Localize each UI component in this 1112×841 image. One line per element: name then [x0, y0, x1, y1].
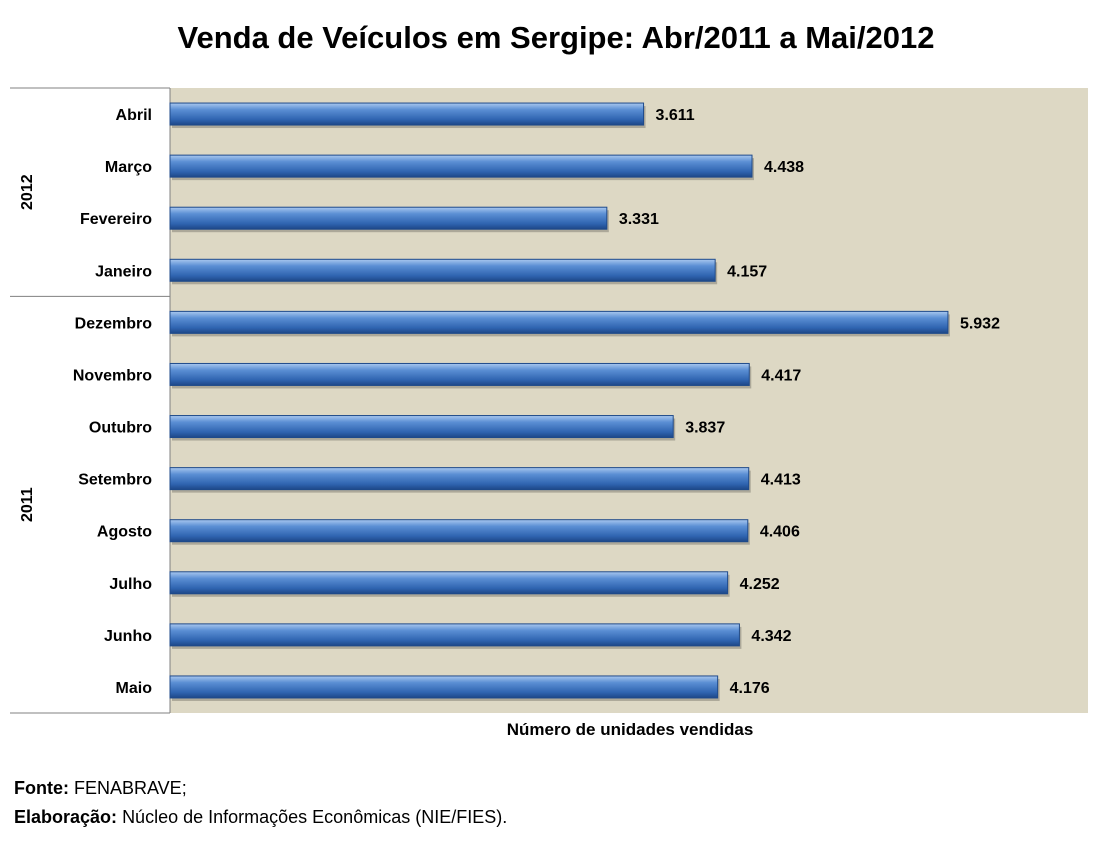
data-label: 4.438: [764, 159, 804, 176]
chart-title: Venda de Veículos em Sergipe: Abr/2011 a…: [177, 20, 935, 55]
data-label: 4.406: [760, 524, 800, 541]
category-label: Agosto: [97, 524, 152, 541]
category-label: Maio: [116, 680, 153, 697]
data-label: 3.331: [619, 211, 659, 228]
group-labels: 2012 2011: [19, 174, 36, 522]
bar: [169, 206, 608, 230]
bar: [169, 415, 674, 439]
bar: [169, 102, 645, 126]
group-label: 2012: [19, 174, 36, 210]
bar: [169, 310, 949, 334]
elaboration-value: Núcleo de Informações Econômicas (NIE/FI…: [122, 807, 508, 827]
bar: [169, 571, 729, 595]
data-label: 4.342: [751, 628, 791, 645]
data-label: 3.611: [656, 107, 695, 124]
bar: [169, 467, 750, 491]
data-label: 4.157: [727, 263, 767, 280]
group-label: 2011: [19, 487, 36, 522]
source-label: Fonte:: [14, 778, 69, 798]
category-label: Fevereiro: [80, 211, 152, 228]
bar: [169, 675, 719, 699]
bar: [169, 362, 750, 386]
category-label: Março: [105, 159, 152, 176]
category-label: Setembro: [78, 472, 152, 489]
bar: [169, 519, 749, 543]
category-label: Janeiro: [95, 263, 152, 280]
plot-area: [170, 88, 1088, 713]
value-labels: 3.611 4.438 3.331 4.157 5.932 4.417 3.837 4.413…: [619, 107, 1000, 697]
category-label: Abril: [116, 107, 152, 124]
bar: [169, 258, 716, 282]
data-label: 4.176: [730, 680, 770, 697]
bar: [169, 623, 740, 647]
footer: Fonte: FENABRAVE; Elaboração: Núcleo de …: [14, 774, 507, 832]
category-axis: [10, 87, 171, 714]
data-label: 5.932: [960, 315, 1000, 332]
x-axis-label: Número de unidades vendidas: [506, 720, 754, 739]
data-label: 3.837: [685, 420, 725, 437]
category-label: Outubro: [89, 420, 152, 437]
category-label: Junho: [104, 628, 152, 645]
category-label: Novembro: [73, 367, 152, 384]
data-label: 4.252: [740, 576, 780, 593]
data-label: 4.417: [761, 367, 801, 384]
category-labels: Abril Março Fevereiro Janeiro Dezembro Novemb…: [73, 107, 152, 697]
bar-series: [169, 102, 950, 701]
source-value: FENABRAVE;: [74, 778, 187, 798]
category-label: Julho: [109, 576, 152, 593]
data-label: 4.413: [761, 472, 801, 489]
bar: [169, 154, 753, 178]
source-line: Fonte: FENABRAVE;: [14, 774, 507, 803]
elaboration-label: Elaboração:: [14, 807, 118, 827]
category-label: Dezembro: [75, 315, 153, 332]
elaboration-line: Elaboração: Núcleo de Informações Econôm…: [14, 803, 507, 832]
